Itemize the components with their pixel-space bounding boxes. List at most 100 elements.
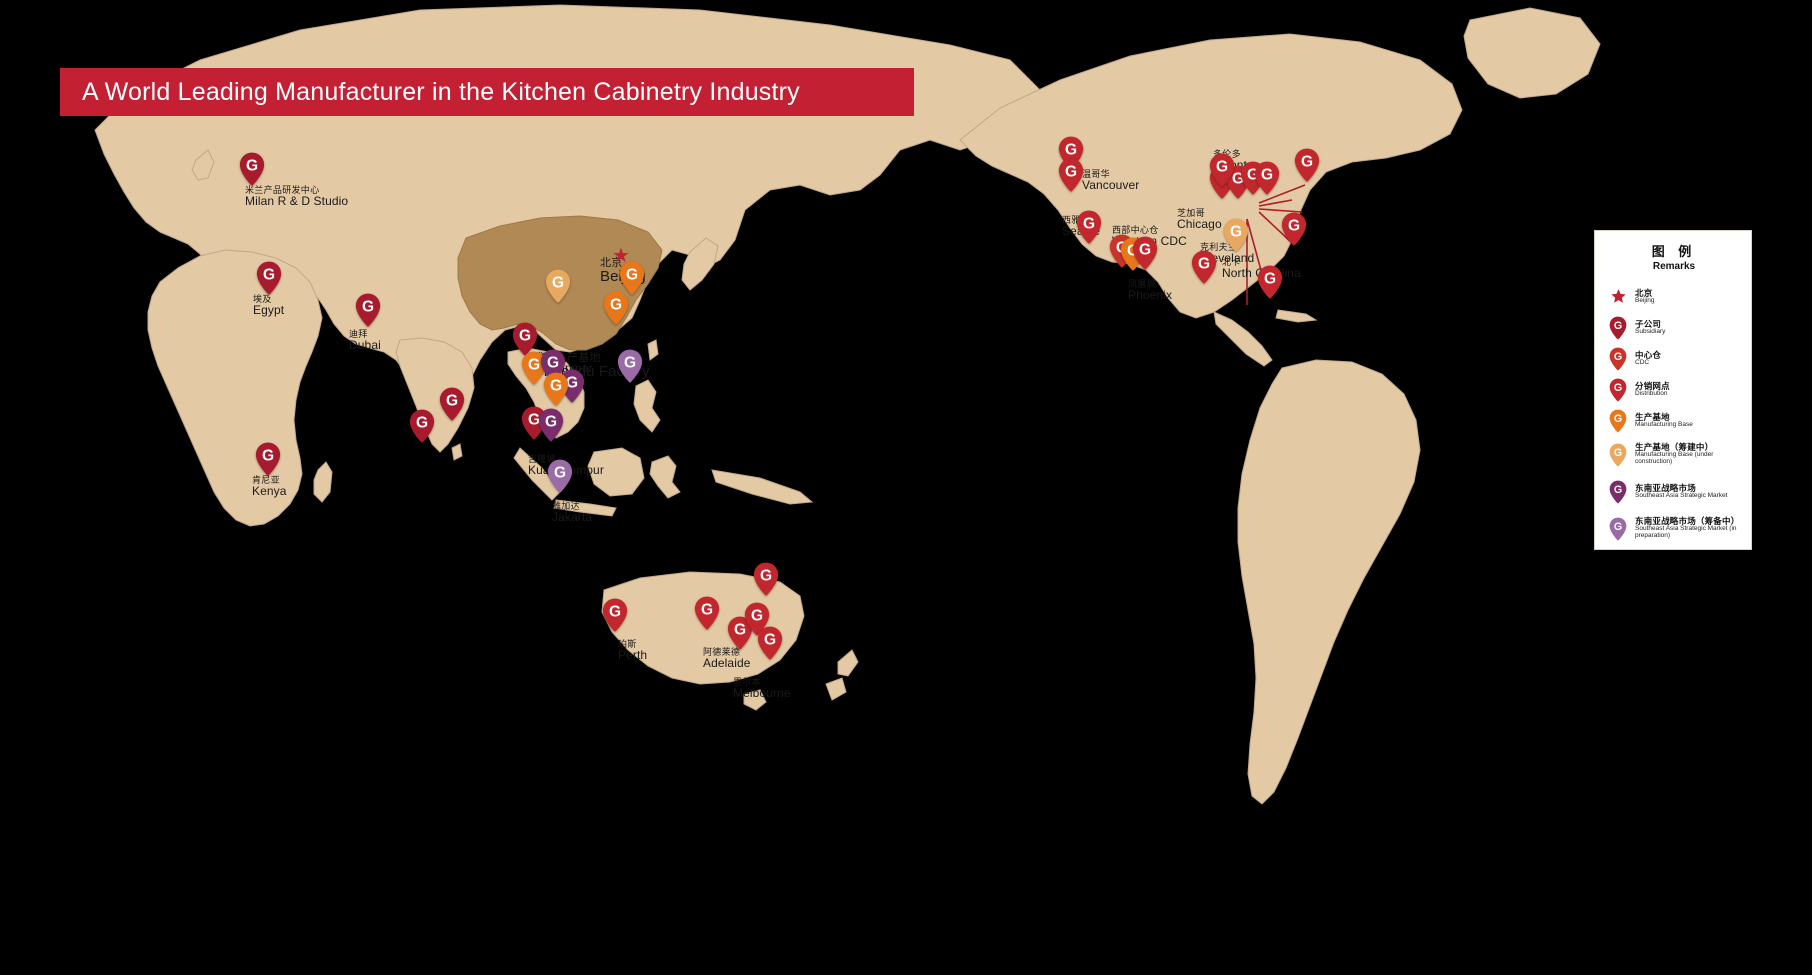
svg-text:G: G bbox=[552, 274, 564, 291]
svg-text:G: G bbox=[1614, 350, 1622, 362]
leader-line bbox=[1258, 184, 1306, 204]
legend-item-southeast-asia-strategic-market-in-preparation: G 东南亚战略市场（筹备中） Southeast Asia Strategic Ma… bbox=[1605, 510, 1743, 547]
place-label-cn: 多伦多 bbox=[1213, 149, 1241, 159]
svg-text:G: G bbox=[1614, 446, 1622, 458]
legend-item-southeast-asia-strategic-market: G 东南亚战略市场 Southeast Asia Strategic Market bbox=[1605, 473, 1743, 510]
map-pin-vancouver-b[interactable]: G bbox=[1058, 158, 1084, 192]
south-america-landmass bbox=[1237, 359, 1421, 805]
legend-item-text: 东南亚战略市场 Southeast Asia Strategic Market bbox=[1635, 482, 1728, 500]
taiwan bbox=[647, 339, 659, 361]
legend-item-label-cn: 东南亚战略市场 bbox=[1635, 482, 1696, 493]
svg-text:G: G bbox=[734, 621, 746, 638]
place-label-en: Egypt bbox=[253, 303, 285, 318]
greenland bbox=[1463, 7, 1601, 99]
svg-text:G: G bbox=[610, 296, 622, 313]
map-pin-us-northeast-offset[interactable]: G bbox=[1294, 148, 1320, 182]
place-label-cn: 吉隆坡 bbox=[528, 454, 556, 464]
place-label-perth: 珀斯 Perth bbox=[618, 639, 648, 663]
place-label-cn: 西部中心仓 bbox=[1112, 225, 1159, 235]
map-pin-china-east-factory[interactable]: G bbox=[619, 261, 645, 295]
map-pin-perth[interactable]: G bbox=[602, 598, 628, 632]
legend-row-list: 北京 Beijing G 子公司 Subsidiary G 中心仓 CDC G 分销网点 Distr… bbox=[1605, 281, 1743, 547]
india-landmass bbox=[395, 337, 475, 453]
map-pin-singapore-market[interactable]: G bbox=[538, 408, 564, 442]
svg-text:G: G bbox=[362, 298, 374, 315]
legend-title: 图 例 Remarks bbox=[1605, 241, 1743, 272]
svg-text:G: G bbox=[1264, 270, 1276, 287]
map-pin-icon: G bbox=[1605, 378, 1631, 402]
svg-text:G: G bbox=[764, 631, 776, 648]
map-pin-jakarta-market[interactable]: G bbox=[547, 459, 573, 493]
legend-item-label-cn: 中心仓 bbox=[1635, 349, 1662, 360]
map-pin-myanmar[interactable]: G bbox=[512, 322, 538, 356]
map-pin-western-cdc-c[interactable]: G bbox=[1132, 236, 1158, 270]
svg-text:G: G bbox=[1614, 483, 1622, 495]
svg-text:G: G bbox=[1614, 381, 1622, 393]
place-label-cn: 温哥华 bbox=[1082, 169, 1110, 179]
svg-text:G: G bbox=[547, 354, 559, 371]
map-pin-kenya[interactable]: G bbox=[255, 442, 281, 476]
map-pin-philippines-market[interactable]: G bbox=[617, 349, 643, 383]
map-pin-kuala-lumpur[interactable]: G bbox=[521, 406, 547, 440]
map-pin-chicago[interactable]: G bbox=[1209, 153, 1235, 187]
map-pin-china-south-factory[interactable]: G bbox=[603, 291, 629, 325]
map-pin-milan-rd-studio[interactable]: G bbox=[239, 152, 265, 186]
svg-text:G: G bbox=[519, 327, 531, 344]
legend-item-label-en: Subsidiary bbox=[1635, 327, 1666, 335]
place-label-phoenix: 凤凰城 Phoenix bbox=[1128, 279, 1172, 301]
legend-item-subsidiary: G 子公司 Subsidiary bbox=[1605, 312, 1743, 343]
legend-item-text: 东南亚战略市场（筹备中） Southeast Asia Strategic Mar… bbox=[1635, 517, 1743, 539]
sri-lanka bbox=[451, 443, 463, 461]
legend-title-en: Remarks bbox=[1652, 261, 1696, 272]
place-label-en: Chicago bbox=[1177, 217, 1222, 232]
map-pin-us-northeast-b[interactable]: G bbox=[1254, 161, 1280, 195]
legend-item-distribution: G 分销网点 Distribution bbox=[1605, 374, 1743, 405]
map-pin-north-carolina[interactable]: G bbox=[1191, 250, 1217, 284]
legend-item-label-cn: 分销网点 bbox=[1635, 380, 1670, 391]
map-pin-vietnam-factory[interactable]: G bbox=[543, 372, 569, 406]
svg-text:G: G bbox=[1065, 163, 1077, 180]
svg-text:G: G bbox=[263, 266, 275, 283]
place-label-jakarta: 雅加达 Jakarta bbox=[552, 501, 592, 523]
svg-text:G: G bbox=[1139, 241, 1151, 258]
place-label-cn: 阿德莱德 bbox=[703, 647, 741, 657]
map-pin-thailand-factory[interactable]: G bbox=[521, 351, 547, 385]
svg-text:G: G bbox=[545, 413, 557, 430]
map-pin-australia-sydney[interactable]: G bbox=[753, 562, 779, 596]
map-pin-icon: G bbox=[1605, 316, 1631, 340]
map-pin-australia-canberra[interactable]: G bbox=[744, 602, 770, 636]
central-america bbox=[1213, 311, 1273, 367]
map-pin-melbourne[interactable]: G bbox=[727, 616, 753, 650]
place-label-en: Milan R & D Studio bbox=[245, 194, 349, 209]
map-pin-florida[interactable]: G bbox=[1257, 265, 1283, 299]
japan-landmass bbox=[681, 237, 719, 291]
map-pin-seattle[interactable]: G bbox=[1076, 210, 1102, 244]
svg-text:G: G bbox=[566, 374, 578, 391]
place-label-en: Perth bbox=[618, 648, 648, 663]
place-label-milan-r-d-studio: 米兰产品研发中心 Milan R & D Studio bbox=[245, 185, 349, 209]
legend-item-text: 分销网点 Distribution bbox=[1635, 380, 1670, 398]
map-pin-india-chennai[interactable]: G bbox=[439, 387, 465, 421]
svg-text:G: G bbox=[701, 601, 713, 618]
svg-text:G: G bbox=[528, 356, 540, 373]
map-pin-cleveland[interactable]: G bbox=[1223, 218, 1249, 252]
svg-text:G: G bbox=[1216, 158, 1228, 175]
place-label-dubai: 迪拜 Dubai bbox=[349, 329, 381, 351]
map-pin-chengdu-factory[interactable]: G bbox=[545, 269, 571, 303]
map-pin-dubai[interactable]: G bbox=[355, 293, 381, 327]
place-label-cn: 肯尼亚 bbox=[252, 475, 280, 485]
madagascar bbox=[313, 461, 333, 503]
svg-text:G: G bbox=[1261, 166, 1273, 183]
legend-item-label-cn: 生产基地（筹建中） bbox=[1635, 442, 1714, 453]
map-pin-australia-tasmania[interactable]: G bbox=[757, 626, 783, 660]
map-pin-adelaide[interactable]: G bbox=[694, 596, 720, 630]
philippines-landmass bbox=[633, 379, 661, 433]
place-label-cn: 克利夫兰 bbox=[1200, 242, 1238, 252]
legend-item-label-cn: 东南亚战略市场（筹备中） bbox=[1635, 516, 1740, 527]
map-pin-us-east-offset[interactable]: G bbox=[1281, 212, 1307, 246]
map-pin-india-mumbai[interactable]: G bbox=[409, 409, 435, 443]
map-pin-egypt[interactable]: G bbox=[256, 261, 282, 295]
legend-item-text: 生产基地（筹建中） Manufacturing Base (under const… bbox=[1635, 443, 1743, 465]
